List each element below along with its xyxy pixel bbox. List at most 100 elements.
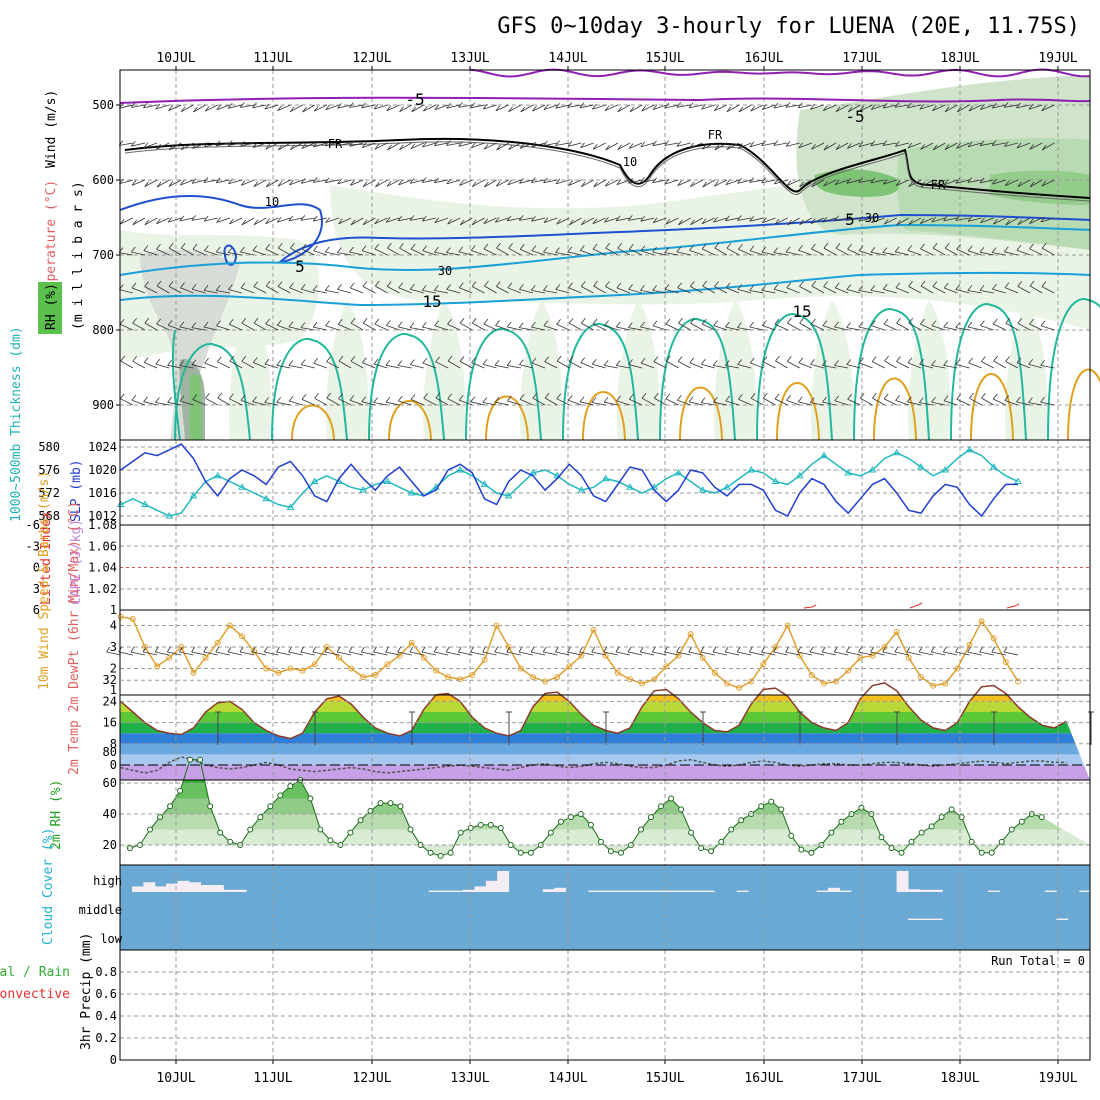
wind-barb	[979, 142, 994, 147]
temp-tick-label: 0	[110, 758, 117, 772]
wind10m-barb	[143, 651, 158, 656]
wind-speed-point	[833, 678, 840, 685]
wind-barb-flag	[665, 393, 671, 400]
wind-barb-flag	[1029, 243, 1034, 250]
wind-barb	[811, 323, 825, 331]
wind-barb	[846, 217, 861, 221]
contour-25	[582, 391, 626, 441]
rh2m-tick-label: 80	[103, 745, 117, 759]
rh-point	[788, 832, 795, 839]
wind-barb	[325, 217, 340, 223]
wind-barb	[919, 104, 934, 110]
wind-barb	[1016, 362, 1031, 369]
rh-core-green	[190, 375, 202, 440]
wind-barb-flag	[920, 318, 925, 325]
wind-barb-flag	[459, 219, 465, 226]
wind-speed-point	[566, 663, 573, 670]
ylabel-rh2m: 2m RH (%)	[49, 780, 64, 850]
wind-barb-flag	[761, 104, 767, 110]
wind-barb-flag	[362, 281, 368, 287]
wind-barb	[773, 142, 788, 146]
wind-barb	[167, 401, 182, 406]
wind-barb-flag	[531, 245, 537, 251]
wind-barb	[920, 248, 934, 256]
wind-barb	[144, 362, 158, 369]
wind-barb-flag	[338, 393, 343, 400]
wind-barb	[205, 397, 218, 406]
wind-barb-flag	[519, 243, 525, 250]
wind-barb	[278, 142, 291, 151]
wind-barb	[313, 326, 327, 331]
wind-barb	[774, 398, 788, 406]
cloud-background	[120, 865, 1090, 950]
wind-barb-flag	[750, 392, 756, 399]
wind-barb-flag	[906, 102, 912, 109]
wind-barb	[410, 142, 424, 149]
wind10m-barb-flag	[373, 646, 377, 653]
wind10m-barb	[785, 651, 800, 656]
wind-barb	[216, 290, 230, 294]
bottom-date-label: 19JUL	[1038, 1071, 1077, 1086]
wind-barb	[992, 252, 1006, 256]
wind-barb-flag	[786, 180, 792, 186]
wind-barb-flag	[458, 102, 463, 108]
wind-barb-flag	[870, 104, 876, 110]
wind-barb	[968, 250, 982, 256]
rh-point	[678, 806, 685, 813]
cloud-middle-bar	[1056, 918, 1069, 920]
rh-point	[457, 829, 464, 836]
cloud-high-bar	[622, 890, 635, 892]
wind-barb	[253, 217, 267, 226]
wind-barb-flag	[568, 356, 574, 362]
rh-point	[658, 803, 664, 810]
wind-barb-flag	[265, 143, 271, 150]
wind10m-barb-flag	[579, 646, 583, 653]
temp-tick-label: 16	[103, 716, 117, 730]
temp-tick-label: 32	[103, 673, 117, 687]
wind-barb-flag	[908, 281, 913, 287]
wind-barb-flag	[991, 102, 997, 109]
wind-barb-flag	[447, 393, 453, 400]
wind-barb	[313, 290, 327, 294]
wind-barb	[131, 251, 146, 256]
wind10m-barb-flag	[166, 646, 171, 653]
wind-barb	[616, 179, 631, 186]
wind-barb-flag	[314, 393, 319, 399]
thickness-marker	[310, 477, 319, 484]
wind-barb-flag	[228, 218, 234, 225]
wind-barb-flag	[1005, 317, 1011, 324]
wind-barb	[531, 326, 546, 331]
wind-barb-flag	[943, 321, 949, 328]
wind-barb	[847, 398, 861, 406]
wind-barb-flag	[629, 106, 635, 113]
wind-barb-flag	[362, 181, 368, 187]
wind-barb-flag	[374, 218, 380, 225]
wind-barb	[459, 179, 473, 186]
wind-barb-flag	[1040, 360, 1045, 366]
wind-barb-flag	[168, 181, 174, 187]
wind10m-barb-flag	[736, 646, 741, 653]
wind-barb-flag	[870, 246, 876, 253]
wind-barb	[604, 401, 618, 406]
thickness-marker	[626, 483, 634, 490]
wind-barb-flag	[433, 285, 439, 291]
wind-barb	[179, 365, 194, 369]
wind-barb-flag	[932, 242, 938, 249]
wind-barb	[980, 325, 994, 331]
wind-barb-flag	[955, 284, 961, 290]
wind10m-barb	[846, 651, 861, 656]
wind-barb	[325, 290, 340, 294]
cloud-high-bar	[474, 886, 487, 892]
thickness-marker	[868, 466, 877, 473]
wind10m-barb	[385, 651, 400, 656]
wind-speed-point	[821, 680, 827, 687]
wind-barb	[580, 362, 594, 369]
wind-barb	[1017, 217, 1031, 226]
wind-barb	[446, 289, 461, 294]
contour-25	[776, 382, 820, 441]
wind-barb-flag	[556, 218, 562, 225]
wind-barb	[629, 104, 643, 113]
wind-barb-flag	[180, 144, 186, 151]
wind10m-barb-flag	[312, 646, 317, 653]
wind-barb-flag	[640, 285, 645, 291]
